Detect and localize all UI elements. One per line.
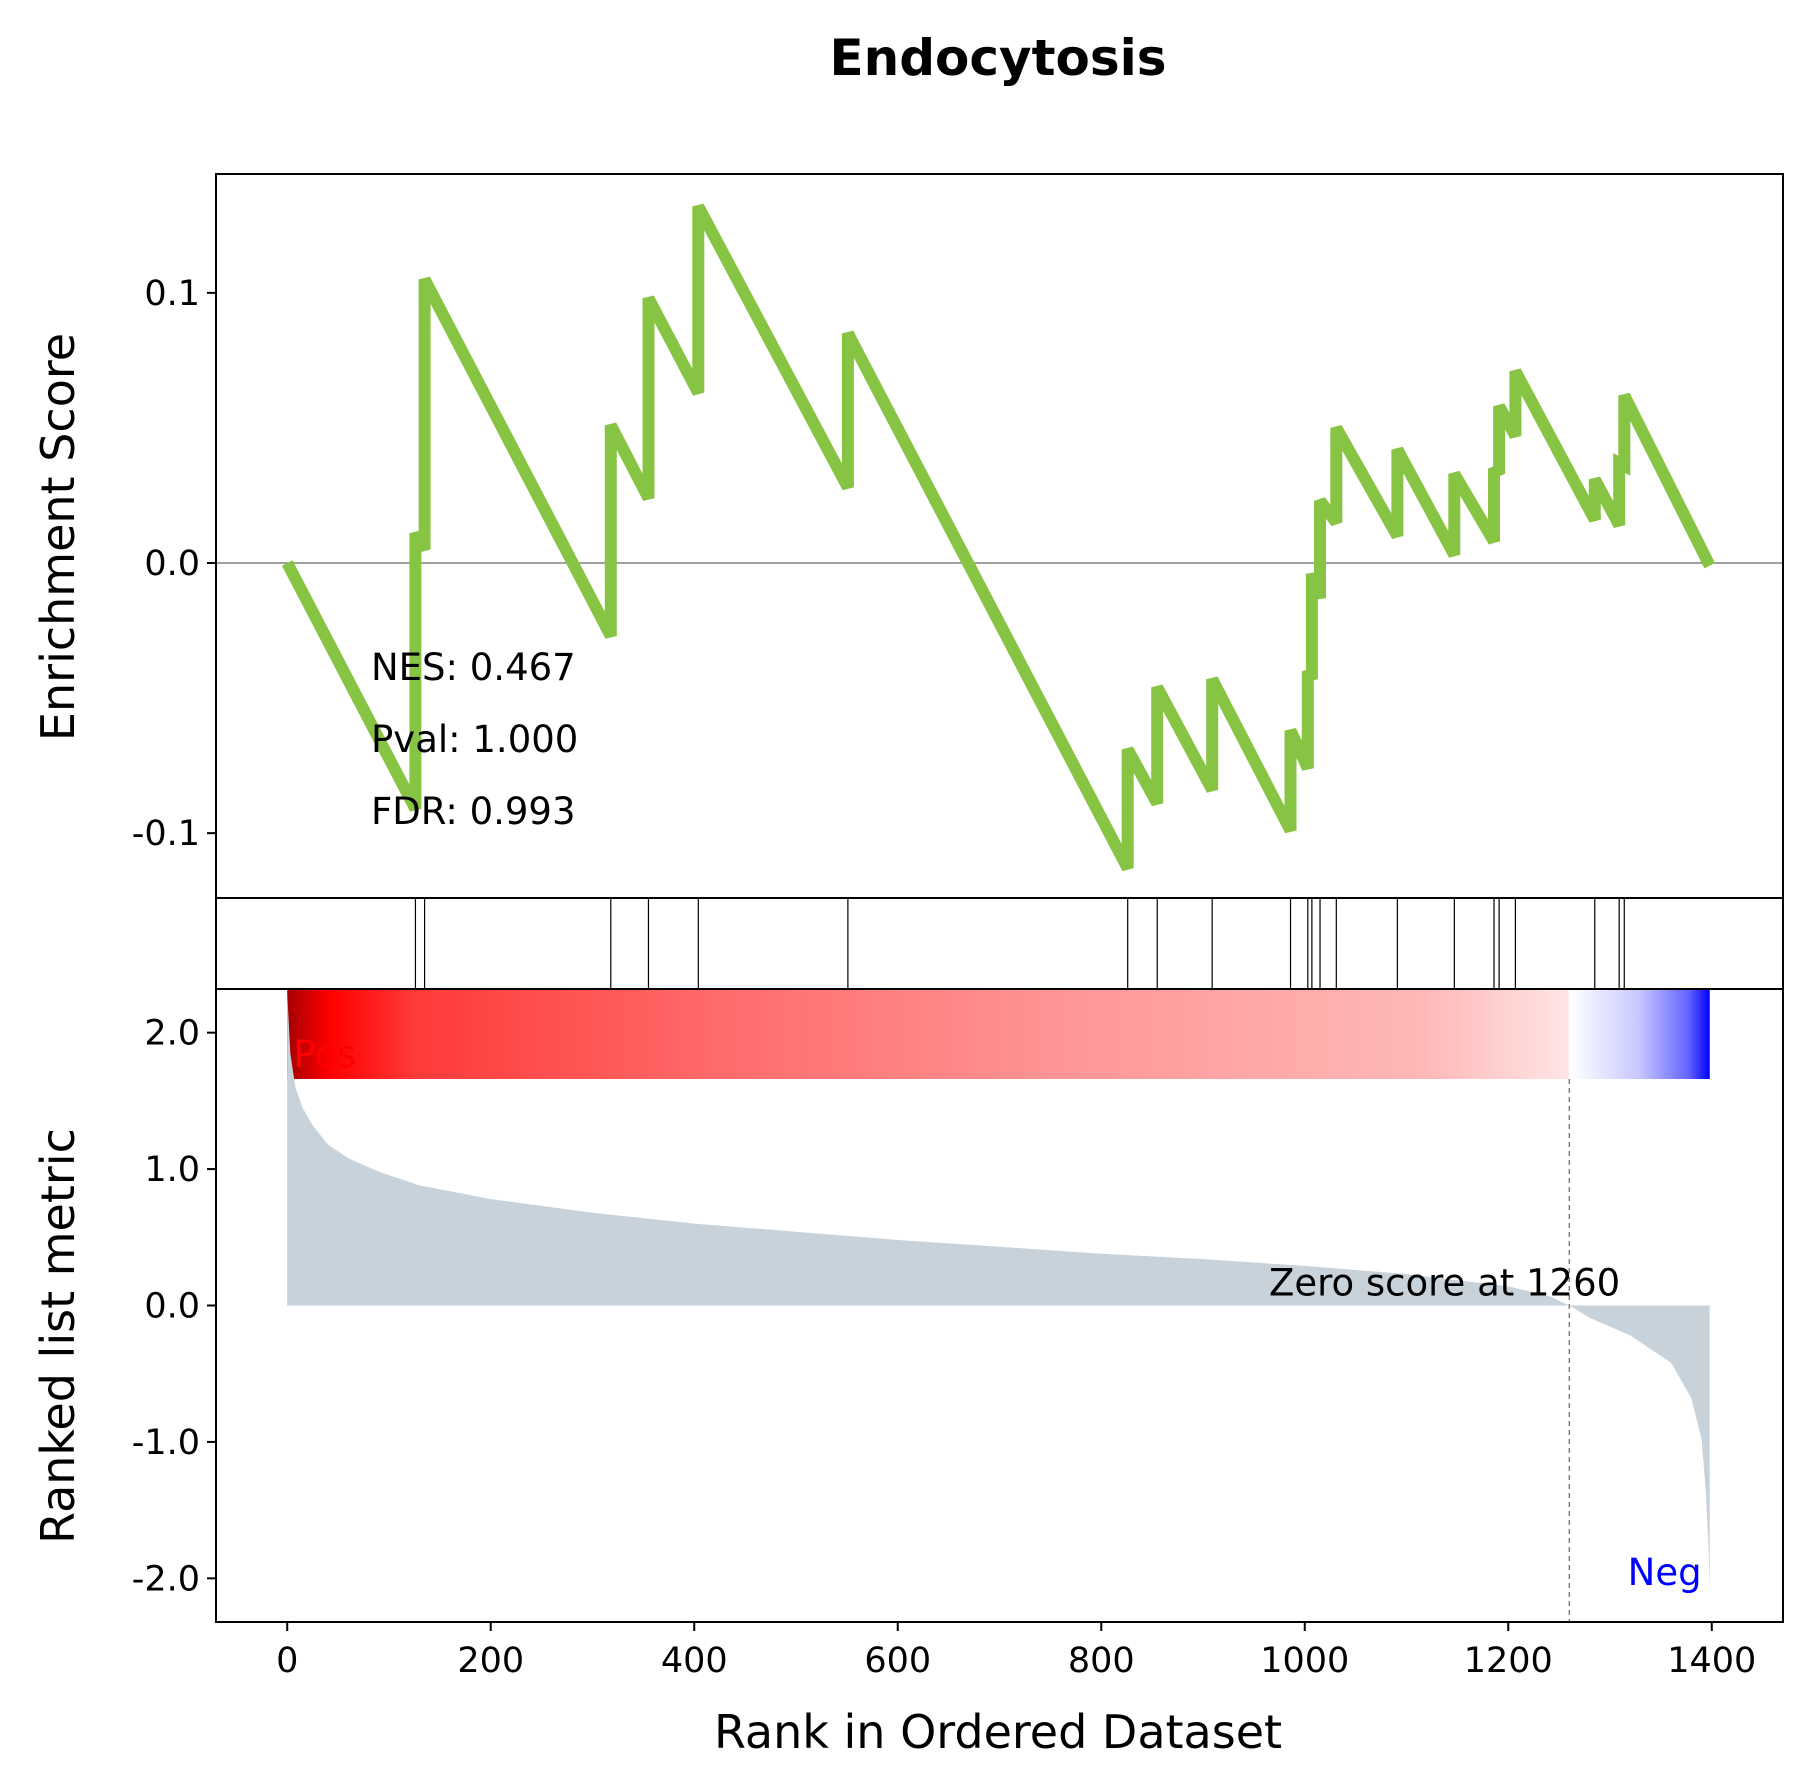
x-axis-ticks: 0 200 400 600 800 1000 1200 1400 xyxy=(276,1622,1756,1681)
x-tick-label: 400 xyxy=(661,1641,728,1681)
metric-y-axis-label: Ranked list metric xyxy=(31,1128,85,1544)
neg-label: Neg xyxy=(1628,1551,1702,1594)
es-panel: 0.1 0.0 -0.1 NES: 0.467 Pval: 1.000 FDR: 0… xyxy=(132,173,1784,899)
metric-y-ticks: 2.0 1.0 0.0 -1.0 -2.0 xyxy=(132,1014,216,1599)
x-tick-label: 1400 xyxy=(1667,1641,1756,1681)
rank-color-bar xyxy=(287,989,1710,1079)
metric-y-tick-label: -2.0 xyxy=(132,1559,200,1599)
pval-annotation: Pval: 1.000 xyxy=(371,718,578,761)
x-tick-label: 1000 xyxy=(1260,1641,1349,1681)
x-tick-label: 600 xyxy=(864,1641,931,1681)
hits-panel-frame xyxy=(215,897,1784,990)
nes-annotation: NES: 0.467 xyxy=(371,646,576,689)
x-axis-label: Rank in Ordered Dataset xyxy=(714,1705,1282,1759)
es-y-axis-label: Enrichment Score xyxy=(31,333,85,741)
es-curve xyxy=(281,203,1716,872)
zero-score-label: Zero score at 1260 xyxy=(1269,1262,1620,1305)
metric-panel: Zero score at 1260 Pos Neg 2.0 1.0 0.0 -1.0… xyxy=(132,988,1784,1681)
chart-title: Endocytosis xyxy=(829,29,1166,87)
fdr-annotation: FDR: 0.993 xyxy=(371,790,576,833)
metric-y-tick-label: 2.0 xyxy=(144,1014,200,1054)
x-tick-label: 200 xyxy=(457,1641,524,1681)
x-tick-label: 0 xyxy=(276,1641,298,1681)
metric-y-tick-label: -1.0 xyxy=(132,1423,200,1463)
metric-y-tick-label: 0.0 xyxy=(144,1287,200,1327)
metric-panel-frame xyxy=(215,988,1784,1623)
x-tick-label: 1200 xyxy=(1464,1641,1553,1681)
metric-y-tick-label: 1.0 xyxy=(144,1150,200,1190)
es-y-ticks: 0.1 0.0 -0.1 xyxy=(132,274,216,854)
pos-label: Pos xyxy=(293,1033,356,1076)
x-tick-label: 800 xyxy=(1068,1641,1135,1681)
es-y-tick-label: -0.1 xyxy=(132,814,200,854)
hits-panel xyxy=(215,897,1784,990)
es-y-tick-label: 0.1 xyxy=(144,274,200,314)
es-y-tick-label: 0.0 xyxy=(144,544,200,584)
hit-lines xyxy=(414,898,1625,989)
ranked-metric-area xyxy=(287,991,1710,1592)
